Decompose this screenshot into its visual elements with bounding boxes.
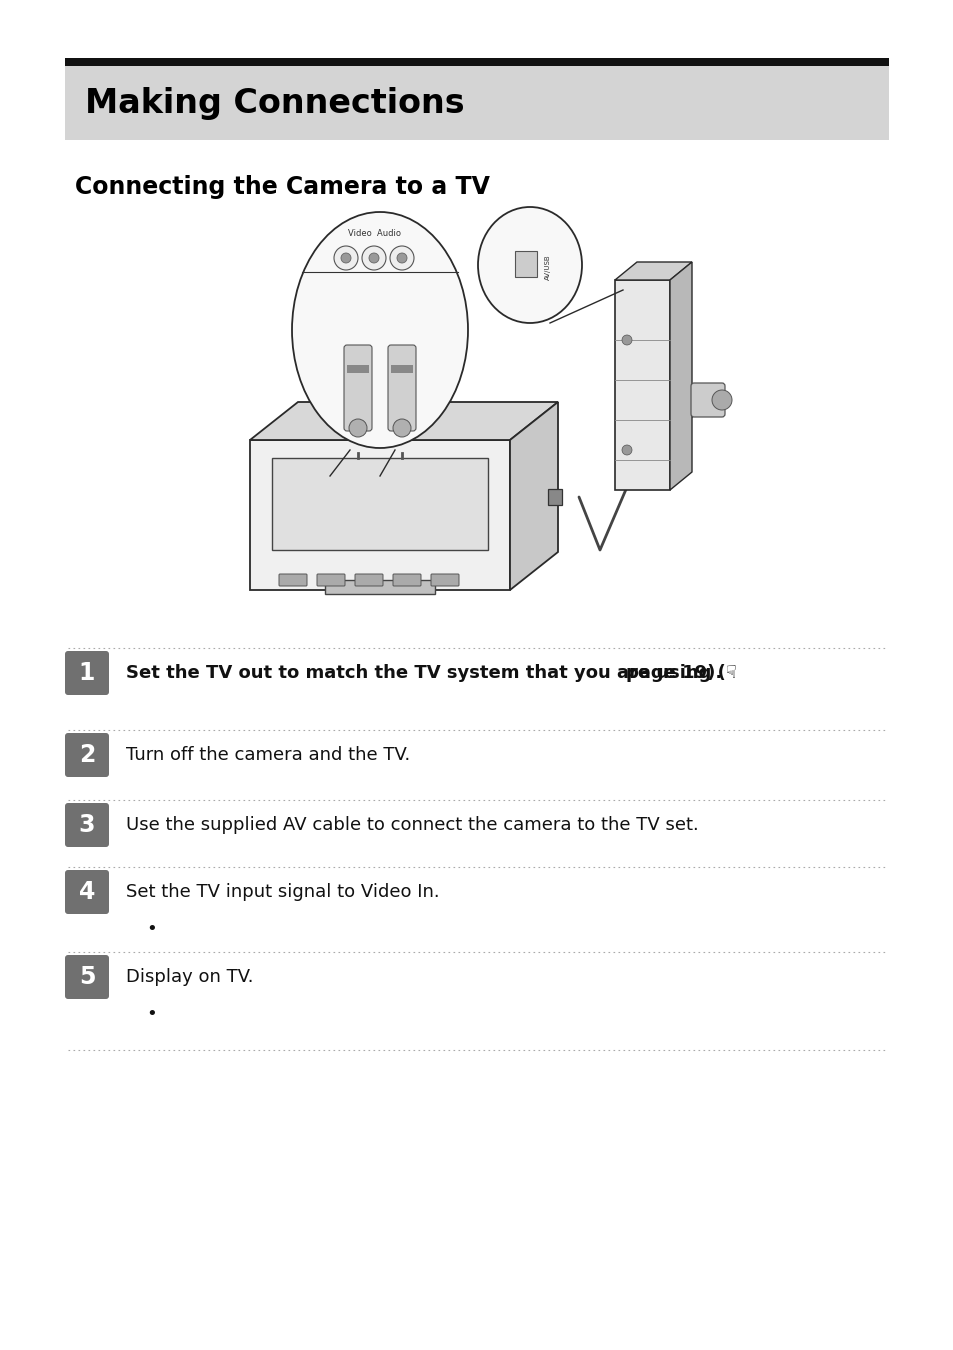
Text: Use the supplied AV cable to connect the camera to the TV set.: Use the supplied AV cable to connect the… — [126, 815, 698, 834]
FancyBboxPatch shape — [65, 66, 888, 140]
FancyBboxPatch shape — [316, 574, 345, 586]
FancyBboxPatch shape — [278, 574, 307, 586]
Polygon shape — [250, 440, 510, 590]
FancyBboxPatch shape — [690, 383, 724, 417]
Polygon shape — [615, 279, 669, 490]
Circle shape — [349, 418, 367, 437]
Circle shape — [711, 390, 731, 410]
Text: 3: 3 — [79, 813, 95, 837]
FancyBboxPatch shape — [388, 346, 416, 431]
Text: Display on TV.: Display on TV. — [126, 968, 253, 986]
FancyBboxPatch shape — [393, 574, 420, 586]
FancyBboxPatch shape — [431, 574, 458, 586]
FancyBboxPatch shape — [547, 489, 561, 505]
FancyBboxPatch shape — [325, 580, 435, 594]
Circle shape — [361, 246, 386, 270]
Text: Video  Audio: Video Audio — [348, 230, 401, 239]
Circle shape — [390, 246, 414, 270]
Text: 1: 1 — [79, 662, 95, 684]
Circle shape — [334, 246, 357, 270]
FancyBboxPatch shape — [355, 574, 382, 586]
Text: page 19).: page 19). — [625, 664, 721, 682]
Polygon shape — [250, 402, 558, 440]
Text: 2: 2 — [79, 743, 95, 767]
Text: Turn off the camera and the TV.: Turn off the camera and the TV. — [126, 747, 410, 764]
FancyBboxPatch shape — [65, 651, 109, 695]
FancyBboxPatch shape — [344, 346, 372, 431]
Text: •: • — [146, 919, 156, 938]
Text: 5: 5 — [79, 965, 95, 990]
FancyBboxPatch shape — [65, 869, 109, 914]
Circle shape — [393, 418, 411, 437]
Text: Set the TV input signal to Video In.: Set the TV input signal to Video In. — [126, 883, 439, 900]
FancyBboxPatch shape — [65, 954, 109, 999]
Text: Set the TV out to match the TV system that you are using (☟: Set the TV out to match the TV system th… — [126, 664, 736, 682]
FancyBboxPatch shape — [515, 251, 537, 277]
Circle shape — [340, 252, 351, 263]
Text: 4: 4 — [79, 880, 95, 905]
Circle shape — [396, 252, 407, 263]
FancyBboxPatch shape — [65, 733, 109, 778]
Text: •: • — [146, 1004, 156, 1023]
Text: AV/USB: AV/USB — [544, 254, 551, 279]
FancyBboxPatch shape — [391, 364, 413, 373]
Circle shape — [621, 446, 631, 455]
Circle shape — [369, 252, 378, 263]
Text: Making Connections: Making Connections — [85, 86, 464, 120]
Polygon shape — [510, 402, 558, 590]
FancyBboxPatch shape — [347, 364, 369, 373]
Circle shape — [621, 335, 631, 346]
Polygon shape — [272, 458, 488, 549]
Polygon shape — [669, 262, 691, 490]
Text: Connecting the Camera to a TV: Connecting the Camera to a TV — [75, 176, 489, 198]
Ellipse shape — [477, 207, 581, 323]
Ellipse shape — [292, 212, 468, 448]
FancyBboxPatch shape — [65, 58, 888, 66]
Polygon shape — [615, 262, 691, 279]
FancyBboxPatch shape — [65, 803, 109, 846]
